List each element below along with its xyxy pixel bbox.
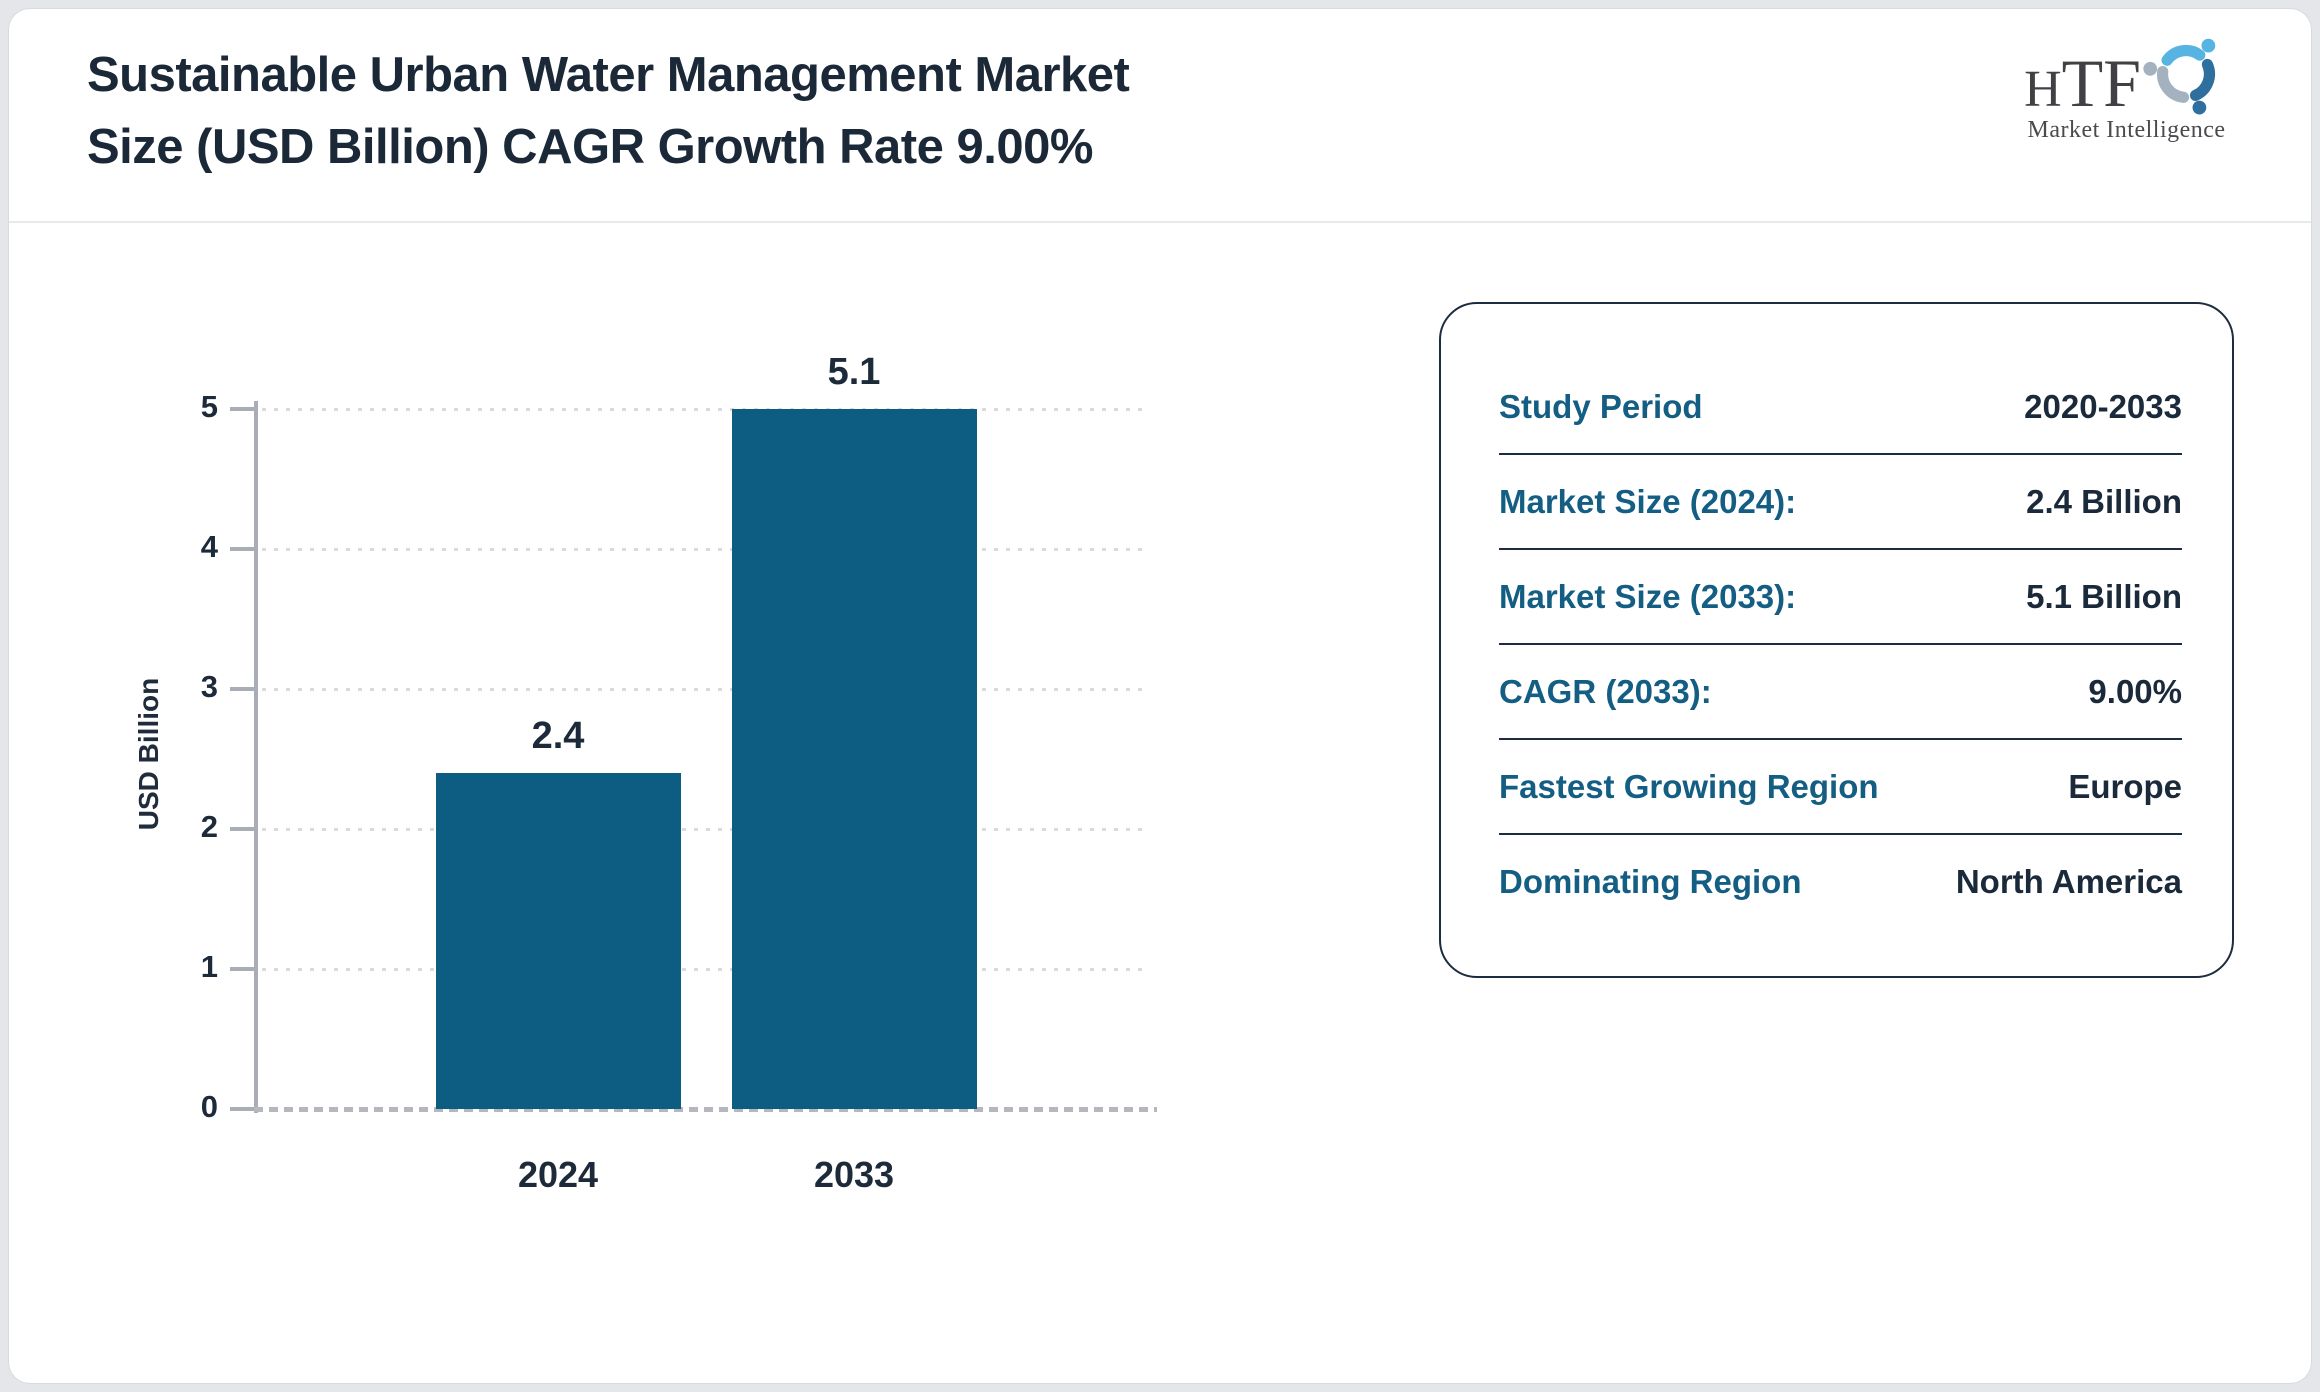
info-value: North America [1955,862,2182,900]
y-tick-mark [230,687,254,691]
page-title-line-2: Size (USD Billion) CAGR Growth Rate 9.00… [87,120,1093,174]
y-gridline [262,828,1149,831]
x-tick-label: 2033 [813,1154,895,1195]
info-label: CAGR (2033): [1499,672,1712,710]
info-row-fastest-growing-region: Fastest Growing Region Europe [1499,740,2182,835]
htf-logo: HTF Market Intelligence [2024,35,2229,144]
report-card: Sustainable Urban Water Management Marke… [8,8,2312,1384]
y-tick-label: 5 [200,389,218,424]
info-row-market-size-2024: Market Size (2024): 2.4 Billion [1499,455,2182,550]
info-label: Dominating Region [1499,862,1802,900]
htf-logo-subtext: Market Intelligence [2027,117,2226,143]
y-tick-label: 0 [200,1089,218,1124]
info-label: Study Period [1499,387,1703,425]
y-tick-mark [230,547,254,551]
htf-logo-text: HTF [2024,49,2141,117]
htf-swirl-icon [2143,38,2216,115]
y-tick-mark [230,827,254,831]
y-tick-label: 4 [200,529,218,564]
y-tick-label: 3 [200,669,218,704]
info-value: 2.4 Billion [2026,482,2182,520]
y-gridline [262,548,1149,551]
info-row-study-period: Study Period 2020-2033 [1499,360,2182,455]
y-tick-mark [230,967,254,971]
info-row-cagr: CAGR (2033): 9.00% [1499,645,2182,740]
htf-logo-letters-tf: TF [2061,45,2141,121]
x-tick-label: 2024 [517,1154,599,1195]
y-axis-line [254,401,258,1113]
bar-value-label: 2.4 [531,715,585,757]
bar-2024 [435,773,681,1109]
bar-value-label: 5.1 [827,351,881,393]
info-value: 2020-2033 [2024,387,2182,425]
info-value: Europe [2068,767,2182,805]
page-title-line-1: Sustainable Urban Water Management Marke… [87,48,1130,102]
x-axis-baseline [254,1107,1157,1112]
y-tick-label: 2 [200,809,218,844]
info-row-dominating-region: Dominating Region North America [1499,835,2182,928]
y-gridline [262,968,1149,971]
y-tick-mark [230,1107,254,1111]
y-gridline [262,688,1149,691]
info-label: Market Size (2033): [1499,577,1797,615]
info-card: Study Period 2020-2033 Market Size (2024… [1439,302,2234,978]
htf-logo-letter-h: H [2024,61,2062,118]
y-tick-label: 1 [200,949,218,984]
info-label: Market Size (2024): [1499,482,1797,520]
info-label: Fastest Growing Region [1499,767,1879,805]
bar-chart: USD Billion 0 1 2 3 4 5 2.4 2024 5.1 2033 [9,9,1229,1383]
bar-2033 [731,409,977,1109]
info-value: 9.00% [2088,672,2182,710]
page-title: Sustainable Urban Water Management Marke… [87,39,1130,183]
header-divider [9,221,2311,223]
y-gridline [262,408,1149,411]
y-tick-mark [230,407,254,411]
info-value: 5.1 Billion [2026,577,2182,615]
info-row-market-size-2033: Market Size (2033): 5.1 Billion [1499,550,2182,645]
